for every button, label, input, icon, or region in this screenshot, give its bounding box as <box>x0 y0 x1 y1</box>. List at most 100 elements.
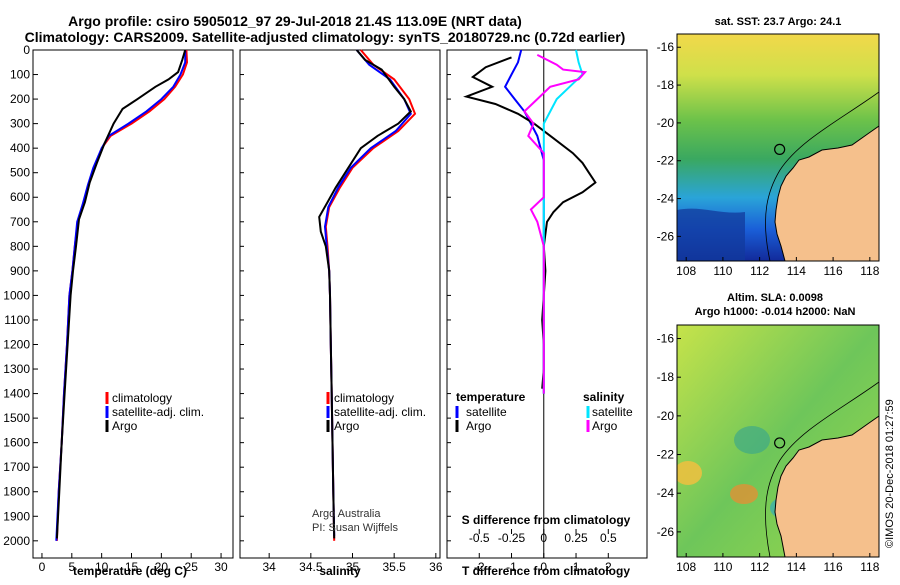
argo-float-marker <box>774 437 786 449</box>
sla-longitude-axis: 108 110 112 114 116 118 <box>676 553 880 574</box>
x-tick-label: 34 <box>262 560 276 574</box>
series-temperature-argo <box>463 56 597 389</box>
depth-tick-label: 1400 <box>3 387 30 401</box>
x-tick-label: 25 <box>185 560 199 574</box>
latitude-tick-label: -22 <box>657 448 675 462</box>
latitude-tick-label: -16 <box>657 332 675 346</box>
depth-tick-label: 300 <box>10 117 30 131</box>
legend-label-satellite: satellite-adj. clim. <box>334 405 426 419</box>
legend-label-climatology: climatology <box>112 391 172 405</box>
depth-tick-label: 1800 <box>3 485 30 499</box>
series-climatology <box>55 49 189 541</box>
s-tick-label: 0.5 <box>600 531 617 545</box>
difference-series <box>463 49 597 394</box>
s-difference-axis: -0.5-0.2500.250.5 <box>469 529 617 545</box>
credit-pi: PI: Susan Wijffels <box>312 522 398 534</box>
x-tick-label: 0 <box>540 560 547 574</box>
depth-tick-label: 1000 <box>3 288 30 302</box>
latitude-tick-label: -26 <box>657 229 675 243</box>
sst-longitude-axis: 108 110 112 114 116 118 <box>676 257 880 278</box>
latitude-tick-label: -18 <box>657 370 675 384</box>
depth-tick-label: 1700 <box>3 460 30 474</box>
x-tick-label: 35 <box>346 560 360 574</box>
sst-map-title: sat. SST: 23.7 Argo: 24.1 <box>715 16 842 28</box>
salinity-axis-label: salinity <box>319 564 361 578</box>
latitude-tick-label: -18 <box>657 78 675 92</box>
legend-label-argo: Argo <box>334 419 360 433</box>
longitude-tick-label: 110 <box>713 264 732 278</box>
credit-argo-australia: Argo Australia <box>312 508 381 520</box>
longitude-tick-label: 112 <box>750 560 769 574</box>
longitude-tick-label: 108 <box>676 560 696 574</box>
depth-tick-label: 1900 <box>3 509 30 523</box>
temperature-plot-frame <box>32 49 234 559</box>
sla-high-patch <box>677 461 702 485</box>
depth-tick-label: 1600 <box>3 436 30 450</box>
depth-tick-label: 500 <box>10 166 30 180</box>
legend-header-temperature: temperature <box>456 390 526 404</box>
depth-tick-label: 400 <box>10 141 30 155</box>
x-tick-label: 36 <box>429 560 443 574</box>
series-salinity-satellite <box>542 49 584 394</box>
s-tick-label: -0.25 <box>498 531 526 545</box>
legend-label-t-satellite: satellite <box>466 405 507 419</box>
depth-tick-label: 800 <box>10 239 30 253</box>
longitude-tick-label: 116 <box>824 560 843 574</box>
legend-label-satellite: satellite-adj. clim. <box>112 405 204 419</box>
depth-tick-label: 100 <box>10 68 30 82</box>
x-tick-label: 1 <box>573 560 580 574</box>
salinity-y-ticks <box>240 49 244 542</box>
temperature-panel: 0100200300400500600700800900100011001200… <box>3 43 234 578</box>
legend-label-t-argo: Argo <box>466 419 492 433</box>
depth-tick-label: 1200 <box>3 337 30 351</box>
difference-y-ticks <box>447 49 451 542</box>
longitude-tick-label: 108 <box>676 264 696 278</box>
s-tick-label: 0.25 <box>564 531 588 545</box>
x-tick-label: 15 <box>125 560 139 574</box>
bathymetry-contour <box>765 381 879 557</box>
sst-latitude-axis: -16 -18 -20 -22 -24 -26 <box>657 40 681 243</box>
series-argo <box>55 49 187 539</box>
salinity-x-axis: 34 34.5 35 35.5 36 <box>262 553 443 574</box>
legend-label-argo: Argo <box>112 419 138 433</box>
series-argo <box>318 49 413 539</box>
australia-land <box>774 415 879 557</box>
temperature-x-axis: 0 5 10 15 20 25 30 <box>39 553 228 574</box>
x-tick-label: 20 <box>155 560 169 574</box>
salinity-legend: climatology satellite-adj. clim. Argo <box>326 391 426 433</box>
longitude-tick-label: 118 <box>860 264 879 278</box>
depth-axis: 0 100 200 300 400 500 600 700 800 900 1000 1100 1200… <box>3 43 38 548</box>
x-tick-label: 34.5 <box>299 560 323 574</box>
longitude-tick-label: 118 <box>860 560 879 574</box>
argo-float-marker <box>774 143 786 155</box>
figure-title-line1: Argo profile: csiro 5905012_97 29-Jul-20… <box>68 13 522 29</box>
longitude-tick-label: 114 <box>787 560 806 574</box>
legend-header-salinity: salinity <box>583 390 625 404</box>
latitude-tick-label: -24 <box>657 486 675 500</box>
difference-plot-frame <box>446 49 648 559</box>
salinity-panel: 34 34.5 35 35.5 36 salinity climatology sate… <box>239 49 443 578</box>
t-difference-axis-label: T difference from climatology <box>462 564 630 578</box>
imos-credit: ©IMOS 20-Dec-2018 01:27:59 <box>884 399 896 548</box>
legend-label-s-argo: Argo <box>592 419 618 433</box>
cold-water-patch <box>677 208 745 261</box>
longitude-tick-label: 112 <box>750 264 769 278</box>
series-satellite-adj-clim- <box>55 50 187 541</box>
depth-tick-label: 600 <box>10 190 30 204</box>
depth-tick-label: 2000 <box>3 534 30 548</box>
sla-map: Altim. SLA: 0.0098 Argo h1000: -0.014 h2… <box>657 292 880 574</box>
depth-tick-label: 700 <box>10 215 30 229</box>
temperature-axis-label: temperature (deg C) <box>73 564 187 578</box>
temperature-legend: climatology satellite-adj. clim. Argo <box>105 391 204 433</box>
depth-tick-label: 0 <box>23 43 30 57</box>
s-difference-axis-label: S difference from climatology <box>462 513 631 527</box>
depth-tick-label: 200 <box>10 92 30 106</box>
x-tick-label: 35.5 <box>382 560 406 574</box>
latitude-tick-label: -20 <box>657 116 675 130</box>
salinity-series <box>318 49 417 541</box>
x-tick-label: 10 <box>95 560 109 574</box>
longitude-tick-label: 116 <box>824 264 843 278</box>
figure-title-line2: Climatology: CARS2009. Satellite-adjuste… <box>25 29 626 45</box>
sst-map-frame <box>676 33 880 262</box>
